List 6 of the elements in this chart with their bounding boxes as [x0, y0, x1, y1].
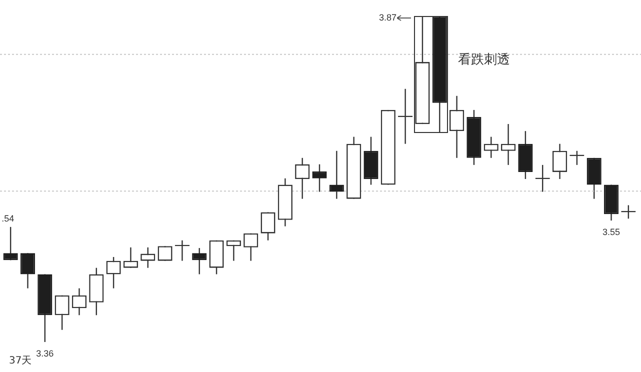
annotation: 3.55: [602, 227, 620, 238]
text: 37天: [9, 356, 32, 367]
annotation: .54: [2, 213, 14, 224]
annotation: 看跌刺透: [458, 52, 510, 68]
annotation: 3.36: [36, 348, 54, 358]
annotation: 3.87: [378, 12, 396, 22]
